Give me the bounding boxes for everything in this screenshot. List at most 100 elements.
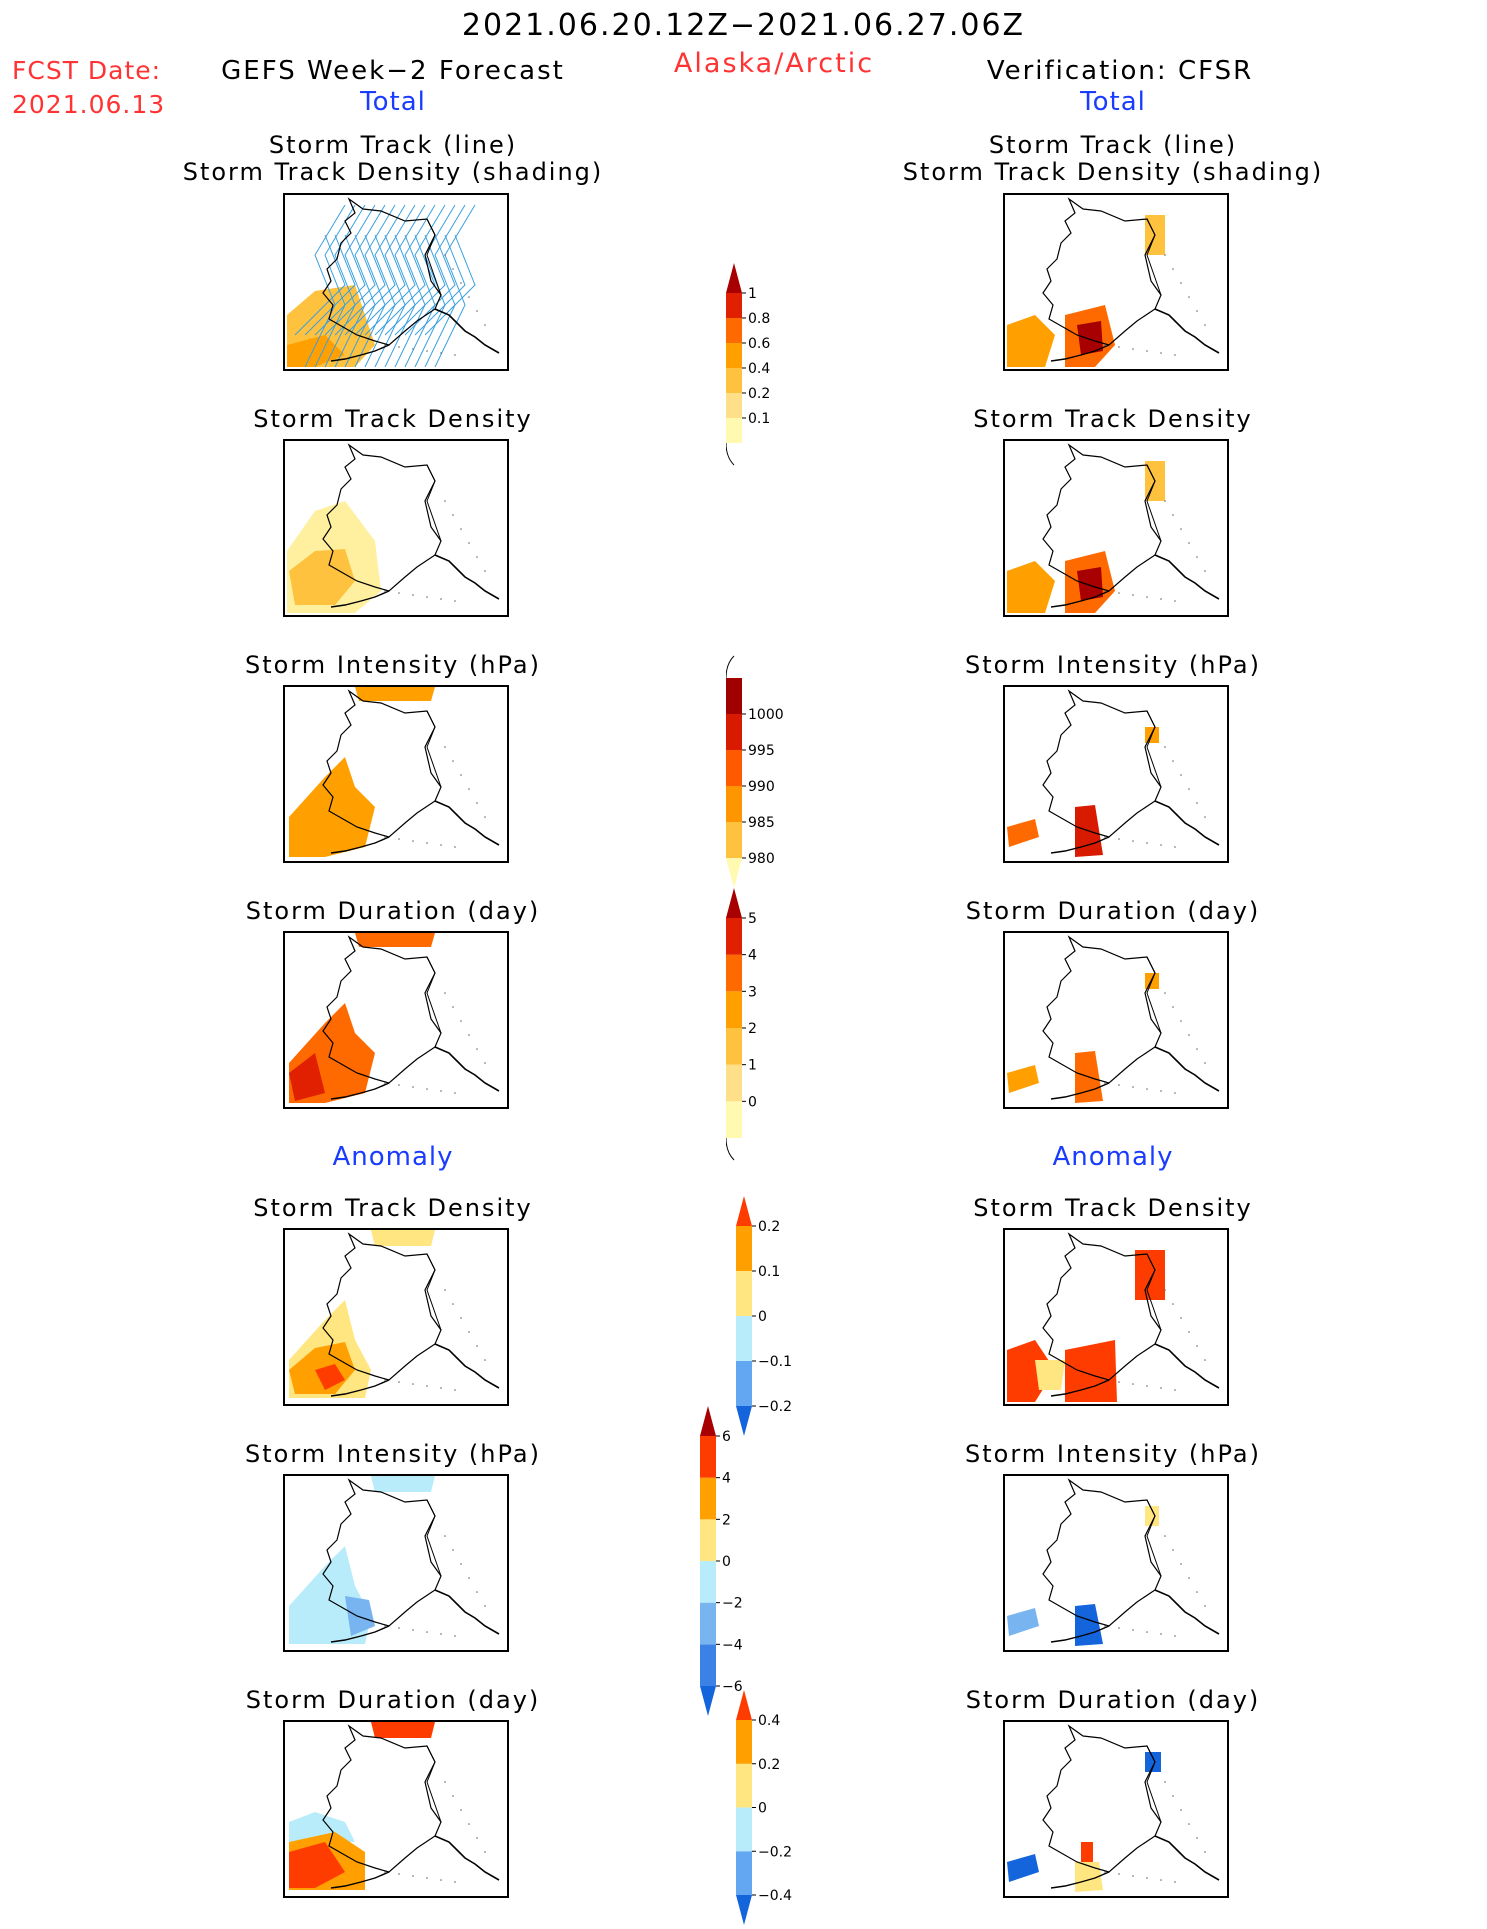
grid-dot [1172,1303,1174,1305]
aleutian-chain [1050,344,1110,362]
border-line [426,1499,442,1577]
colorbar-bin [700,1406,716,1436]
storm-track-line [334,204,376,368]
shaded-region [1075,1604,1103,1646]
map-left-intensity [283,685,509,863]
grid-dot [398,1381,400,1383]
border-line [1146,956,1162,1034]
colorbar-bin [700,1519,716,1561]
grid-dot [1180,1020,1182,1022]
panhandle-coast [434,308,500,354]
right-intensity-title: Storm Intensity (hPa) [965,651,1261,679]
colorbar-label: 990 [748,779,775,795]
storm-track-line [394,204,436,368]
grid-dot [452,1549,454,1551]
border-line [1146,464,1162,542]
left-intensity-title: Storm Intensity (hPa) [245,651,541,679]
left-duration-title: Storm Duration (day) [245,897,541,925]
colorbar-intensity-anom: −6 −4 −2 0 2 4 6 [700,1406,795,1720]
shaded-region [1135,1250,1165,1300]
colorbar-bin [736,1196,752,1226]
grid-dot [384,1871,386,1873]
grid-dot [476,1345,478,1347]
colorbar-bin [736,1851,752,1895]
grid-dot [460,528,462,530]
grid-dot [468,542,470,544]
colorbar-bin [726,858,742,888]
map-right-intensity-anom [1003,1474,1229,1652]
border-line [1146,1499,1162,1577]
grid-dot [440,1090,442,1092]
colorbar-label: 1 [748,286,757,302]
grid-dot [1174,354,1176,356]
grid-dot [1146,1631,1148,1633]
colorbar-label: 2 [748,1021,757,1037]
aleutian-chain [330,836,390,854]
grid-dot [1160,352,1162,354]
grid-dot [452,1795,454,1797]
grid-dot [1118,1627,1120,1629]
colorbar-label: −0.1 [758,1354,792,1370]
grid-dot [460,1020,462,1022]
grid-dot [384,1379,386,1381]
grid-dot [1146,1088,1148,1090]
shaded-region [289,1053,325,1101]
storm-track-line [414,204,456,368]
colorbar-bin [726,393,742,418]
grid-dot [1196,556,1198,558]
colorbar-label: 5 [748,911,757,927]
grid-dot [426,1385,428,1387]
grid-dot [454,600,456,602]
grid-dot [1132,1383,1134,1385]
shaded-region [355,933,435,947]
border-line [426,710,442,788]
grid-dot [484,1605,486,1607]
grid-dot [460,1317,462,1319]
panhandle-coast [434,554,500,600]
grid-dot [476,310,478,312]
map-right-density-anom [1003,1228,1229,1406]
map-left-density [283,439,509,617]
grid-dot [384,1082,386,1084]
grid-dot [426,1088,428,1090]
border-line [1146,1745,1162,1823]
colorbar-duration-anom: −0.4 −0.2 0 0.2 0.4 [736,1690,831,1929]
shaded-region [1007,1608,1039,1636]
grid-dot [1132,348,1134,350]
shaded-region [289,757,375,857]
grid-dot [412,594,414,596]
grid-dot [476,1837,478,1839]
grid-dot [1164,254,1166,256]
grid-dot [1188,296,1190,298]
coastline [1042,1478,1162,1627]
colorbar-label: 3 [748,984,757,1000]
right-duration-title: Storm Duration (day) [965,897,1261,925]
colorbar-bin [726,918,742,955]
left-density-anom-title: Storm Track Density [253,1194,533,1222]
grid-dot [412,1629,414,1631]
shaded-region [315,1364,345,1390]
aleutian-chain [330,1871,390,1889]
colorbar-bin [700,1602,716,1645]
colorbar-density-anom: −0.2 −0.1 0 0.1 0.2 [736,1196,831,1440]
storm-track-line [424,204,466,368]
storm-track-line [304,204,346,368]
colorbar-label: 2 [722,1512,731,1528]
grid-dot [484,570,486,572]
grid-dot [444,500,446,502]
grid-dot [1188,788,1190,790]
storm-track-line [344,234,396,336]
grid-dot [468,296,470,298]
storm-track-line [414,234,466,336]
grid-dot [476,556,478,558]
map-left-density-anom [283,1228,509,1406]
shaded-region [287,335,345,367]
grid-dot [1174,600,1176,602]
border-line [1146,1253,1162,1331]
colorbar-bin [726,1028,742,1065]
grid-dot [1172,1549,1174,1551]
grid-dot [440,1387,442,1389]
colorbar-duration-total: 0 1 2 3 4 5 [725,888,821,1172]
colorbar-bin [736,1361,752,1406]
grid-dot [454,1635,456,1637]
